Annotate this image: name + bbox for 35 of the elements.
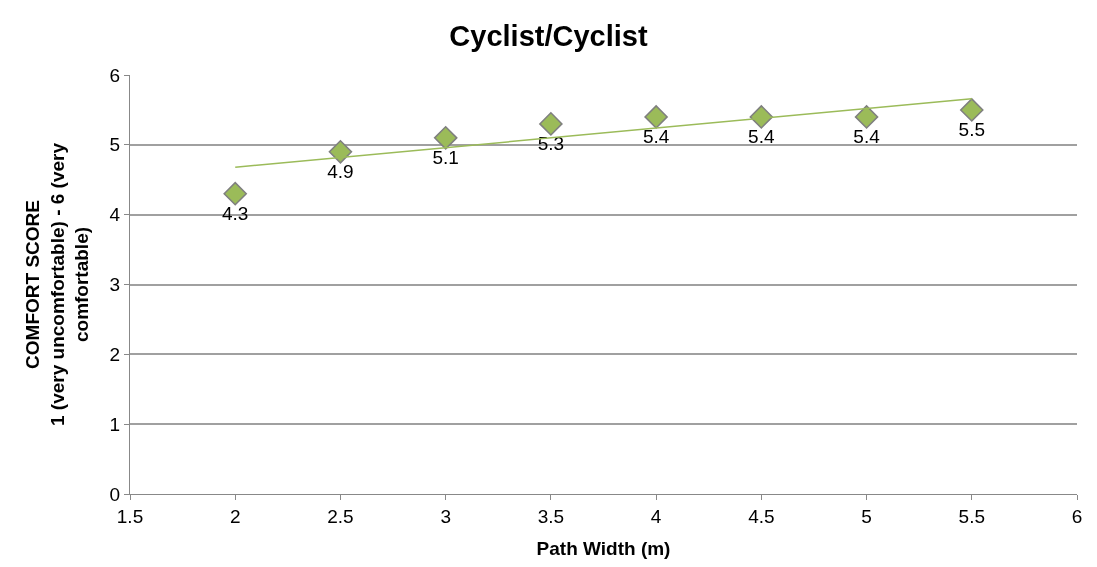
data-label: 5.3 <box>537 132 565 154</box>
y-tick-label: 0 <box>109 483 121 505</box>
y-tick-label: 5 <box>109 134 121 156</box>
x-tick-label: 6 <box>1071 505 1083 527</box>
data-label: 5.4 <box>642 125 670 147</box>
data-label: 5.4 <box>853 125 881 147</box>
x-tick-label: 5.5 <box>958 505 985 527</box>
point <box>433 126 458 150</box>
data-label: 5.1 <box>432 146 459 168</box>
x-tick-label: 4.5 <box>748 505 775 527</box>
data-label: 4.9 <box>327 160 354 182</box>
x-tick-label: 1.5 <box>116 505 144 527</box>
y-axis-title: COMFORT SCORE 1 (very uncomfortable) - 6 (very comfortable) <box>22 142 93 426</box>
data-label: 5.5 <box>958 118 985 140</box>
data-label: 4.3 <box>222 202 249 224</box>
point <box>223 181 248 206</box>
point <box>539 112 563 136</box>
x-tick-label: 3.5 <box>537 505 565 527</box>
x-tick-label: 4 <box>650 505 662 527</box>
y-tick-label: 3 <box>109 274 121 296</box>
y-tick-label: 2 <box>109 343 121 365</box>
y-tick-label: 6 <box>109 64 121 86</box>
x-axis-title: Path Width (m) <box>536 537 671 559</box>
chart-title: Cyclist/Cyclist <box>449 19 648 52</box>
x-tick-label: 2.5 <box>327 505 354 527</box>
data-label: 5.4 <box>748 125 775 147</box>
x-tick-label: 3 <box>440 505 451 527</box>
y-tick-label: 4 <box>109 204 121 226</box>
point <box>854 105 879 129</box>
x-tick-label: 2 <box>229 505 241 527</box>
y-tick-label: 1 <box>109 413 121 435</box>
point <box>328 140 353 164</box>
x-tick-label: 5 <box>861 505 872 527</box>
point <box>644 105 668 129</box>
point <box>959 98 984 122</box>
